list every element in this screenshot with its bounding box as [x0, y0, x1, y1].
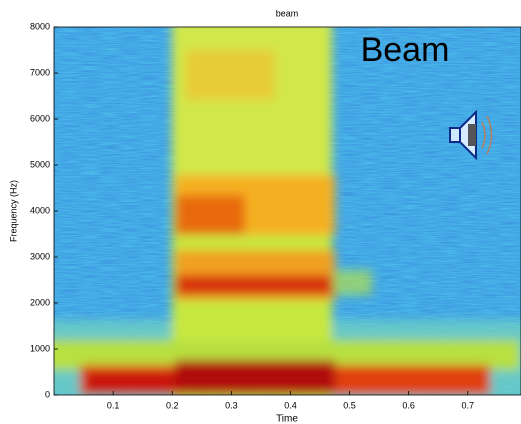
- speaker-icon: [449, 109, 493, 161]
- y-tick-label: 7000: [30, 67, 50, 77]
- y-tick-label: 0: [45, 389, 50, 399]
- y-tick-label: 2000: [30, 297, 50, 307]
- y-tick-label: 1000: [30, 343, 50, 353]
- y-tick-label: 6000: [30, 113, 50, 123]
- y-tick-label: 5000: [30, 159, 50, 169]
- y-tick-label: 8000: [30, 21, 50, 31]
- x-tick-label: 0.2: [166, 400, 179, 410]
- x-tick-label: 0.6: [402, 400, 415, 410]
- x-tick-label: 0.3: [225, 400, 238, 410]
- y-axis-label: Frequency (Hz): [8, 180, 18, 242]
- x-axis-label: Time: [276, 414, 298, 424]
- x-tick-label: 0.4: [284, 400, 297, 410]
- x-tick-label: 0.1: [107, 400, 120, 410]
- y-tick-label: 4000: [30, 205, 50, 215]
- x-tick-label: 0.5: [343, 400, 356, 410]
- chart-title: beam: [276, 8, 299, 18]
- spectrogram-image: [54, 27, 521, 395]
- annotation: Beam: [361, 31, 450, 69]
- y-tick-label: 3000: [30, 251, 50, 261]
- x-tick-label: 0.7: [462, 400, 475, 410]
